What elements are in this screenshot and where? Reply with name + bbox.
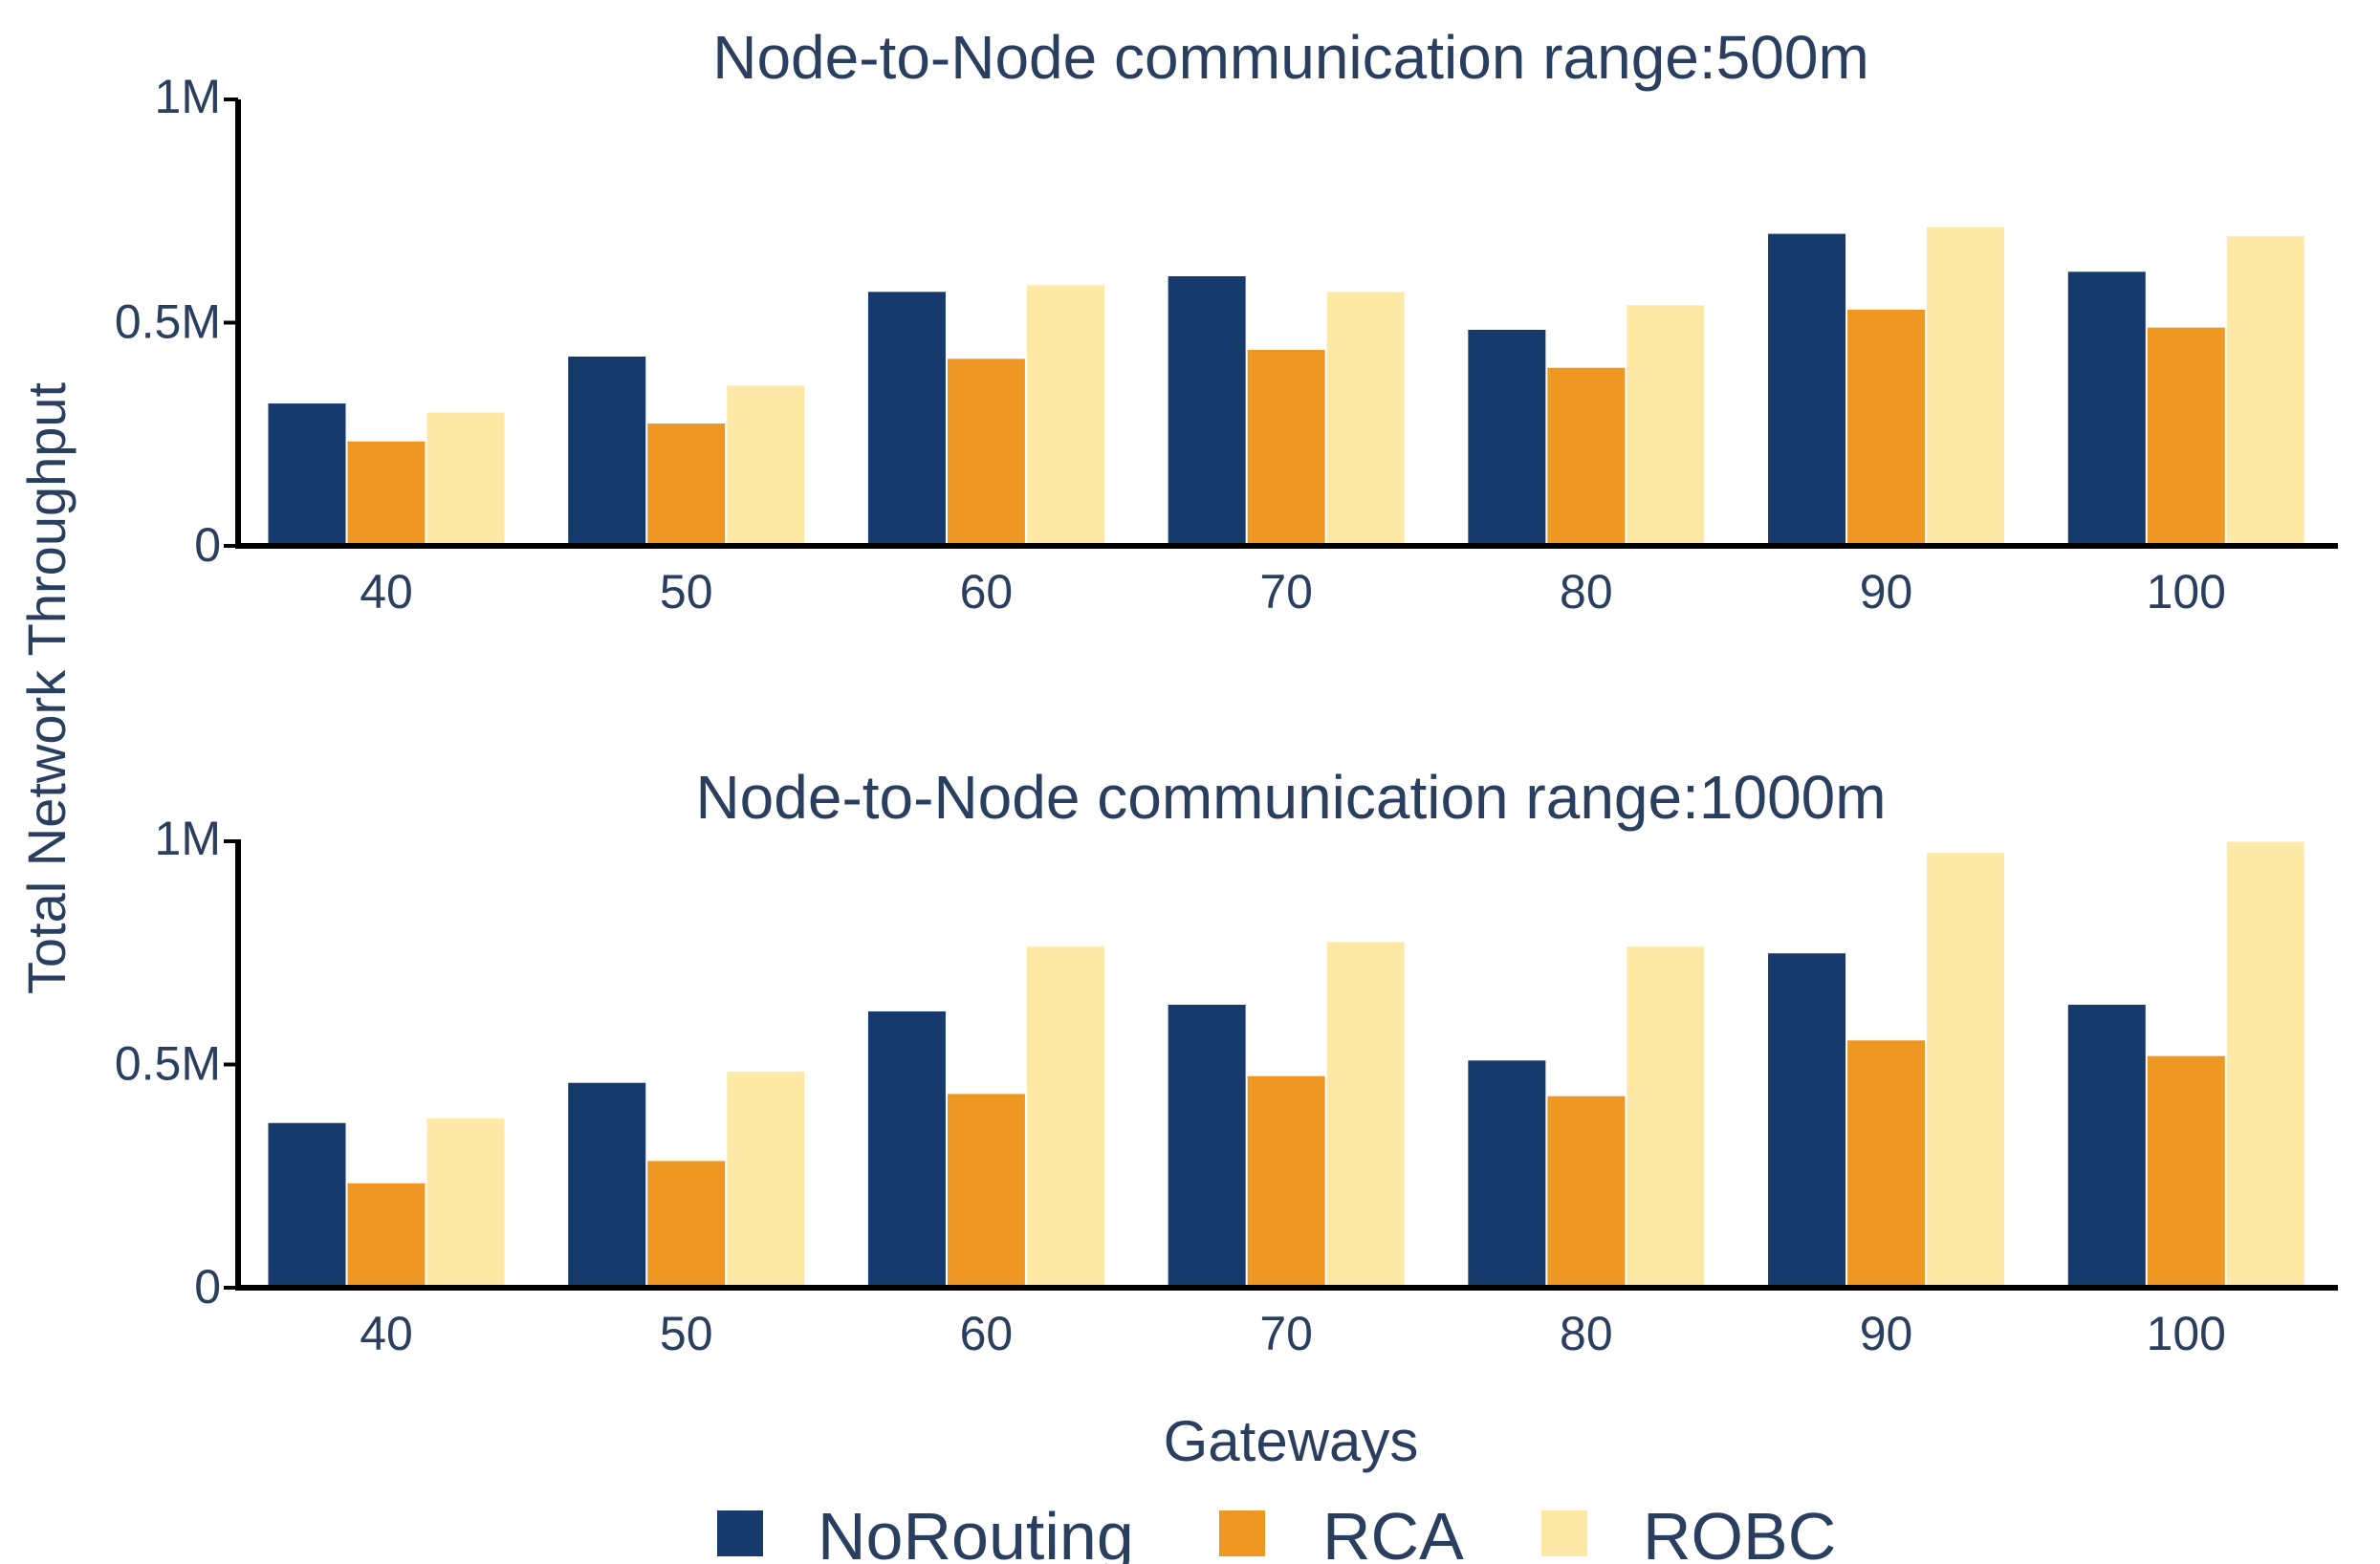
top-panel-bars [267, 226, 2305, 547]
top-x-tick-label-80: 80 [1560, 565, 1613, 619]
legend-label-norouting: NoRouting [818, 1499, 1134, 1564]
bottom-bar-rca-80 [1546, 1095, 1627, 1289]
bottom-bar-norouting-40 [267, 1121, 347, 1289]
top-bar-robc-40 [426, 411, 506, 547]
top-bar-rca-60 [946, 358, 1026, 547]
top-y-tick-label-1m: 1M [155, 70, 221, 123]
y-axis-label: Total Network Throughput [16, 381, 76, 994]
legend-item-norouting[interactable]: NoRouting [717, 1499, 1134, 1564]
top-x-tick-label-50: 50 [660, 565, 713, 619]
bottom-x-tick-label-50: 50 [660, 1307, 713, 1360]
bottom-bar-rca-40 [346, 1182, 426, 1289]
legend-label-rca: RCA [1322, 1499, 1464, 1564]
legend-swatch-rca [1219, 1510, 1265, 1556]
top-bar-robc-100 [2225, 234, 2305, 547]
bottom-panel-title: Node-to-Node communication range:1000m [695, 763, 1886, 832]
bottom-bar-robc-50 [726, 1071, 806, 1289]
bottom-bar-robc-70 [1325, 941, 1406, 1289]
legend-swatch-robc [1541, 1510, 1587, 1556]
top-bar-rca-100 [2146, 326, 2226, 547]
top-bar-norouting-40 [267, 402, 347, 547]
top-x-tick-label-100: 100 [2147, 565, 2226, 619]
legend-item-robc[interactable]: ROBC [1541, 1499, 1836, 1564]
legend-swatch-norouting [717, 1510, 763, 1556]
top-bar-norouting-50 [567, 356, 647, 547]
bottom-x-tick-label-80: 80 [1560, 1307, 1613, 1360]
bottom-bar-robc-100 [2225, 840, 2305, 1289]
legend: NoRouting RCA ROBC [717, 1499, 1836, 1564]
top-panel: Node-to-Node communication range:500m 00… [115, 23, 2338, 619]
top-bar-rca-80 [1546, 366, 1627, 547]
top-bar-rca-90 [1846, 308, 1927, 547]
top-bar-norouting-60 [866, 291, 947, 547]
bottom-bar-norouting-60 [866, 1010, 947, 1289]
top-bar-robc-90 [1926, 226, 2006, 547]
top-bar-norouting-100 [2066, 271, 2147, 547]
bottom-bar-norouting-50 [567, 1081, 647, 1289]
top-x-tick-label-60: 60 [960, 565, 1014, 619]
bottom-bar-rca-70 [1246, 1075, 1326, 1289]
bottom-bar-robc-90 [1926, 852, 2006, 1289]
bottom-bar-robc-80 [1626, 945, 1706, 1289]
bottom-bar-norouting-80 [1467, 1059, 1547, 1289]
x-axis-label: Gateways [1164, 1409, 1419, 1473]
top-bar-norouting-70 [1167, 274, 1247, 547]
bottom-y-tick-label-1m: 1M [155, 812, 221, 865]
top-panel-y-ticks: 0 0.5M 1M [115, 70, 238, 572]
bottom-bar-norouting-70 [1167, 1003, 1247, 1289]
bottom-bar-norouting-100 [2066, 1003, 2147, 1289]
bottom-y-tick-label-0: 0 [194, 1260, 221, 1314]
bottom-bar-rca-50 [646, 1160, 727, 1289]
bottom-x-tick-label-60: 60 [960, 1307, 1014, 1360]
bottom-bar-robc-60 [1025, 945, 1105, 1289]
bottom-bar-rca-60 [946, 1093, 1026, 1289]
legend-item-rca[interactable]: RCA [1219, 1499, 1464, 1564]
bottom-panel-x-ticks: 40 50 60 70 80 90 100 [360, 1307, 2226, 1360]
top-bar-robc-80 [1626, 304, 1706, 547]
bottom-x-tick-label-100: 100 [2147, 1307, 2226, 1360]
top-bar-robc-60 [1025, 284, 1105, 547]
bottom-bar-norouting-90 [1767, 952, 1847, 1289]
top-bar-rca-70 [1246, 349, 1326, 547]
bottom-x-tick-label-70: 70 [1259, 1307, 1313, 1360]
top-bar-rca-50 [646, 423, 727, 547]
bottom-panel-y-ticks: 0 0.5M 1M [115, 812, 238, 1314]
top-bar-robc-50 [726, 384, 806, 547]
top-panel-x-ticks: 40 50 60 70 80 90 100 [360, 565, 2226, 619]
bottom-bar-rca-100 [2146, 1054, 2226, 1289]
top-x-tick-label-40: 40 [360, 565, 413, 619]
bottom-x-tick-label-90: 90 [1860, 1307, 1913, 1360]
bottom-bar-rca-90 [1846, 1039, 1927, 1289]
bottom-panel: Node-to-Node communication range:1000m 0… [115, 763, 2338, 1360]
top-y-tick-label-0: 0 [194, 518, 221, 572]
top-bar-norouting-80 [1467, 329, 1547, 547]
top-panel-title: Node-to-Node communication range:500m [712, 23, 1869, 92]
top-x-tick-label-70: 70 [1259, 565, 1313, 619]
bottom-panel-bars [267, 840, 2305, 1289]
top-x-tick-label-90: 90 [1860, 565, 1913, 619]
bottom-x-tick-label-40: 40 [360, 1307, 413, 1360]
bottom-bar-robc-40 [426, 1118, 506, 1289]
top-bar-robc-70 [1325, 291, 1406, 547]
top-bar-rca-40 [346, 440, 426, 547]
legend-label-robc: ROBC [1643, 1499, 1836, 1564]
top-y-tick-label-0-5m: 0.5M [115, 295, 221, 349]
bottom-y-tick-label-0-5m: 0.5M [115, 1037, 221, 1091]
top-bar-norouting-90 [1767, 232, 1847, 547]
